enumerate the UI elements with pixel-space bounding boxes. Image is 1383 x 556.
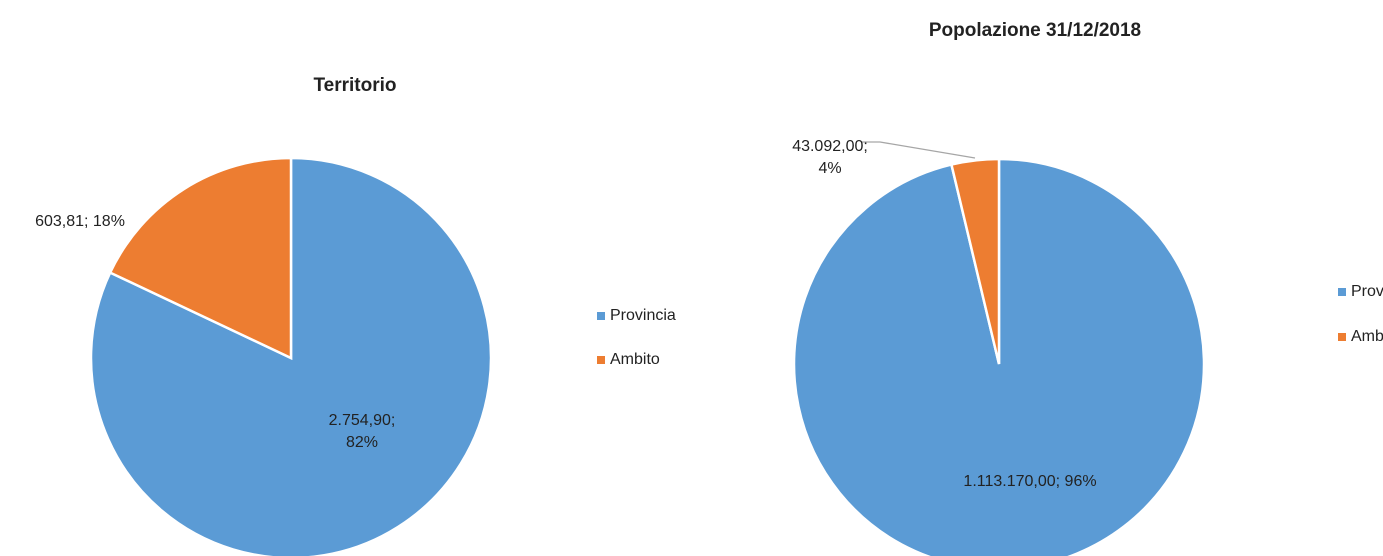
pie-slice <box>949 157 1001 365</box>
legend-swatch <box>597 356 605 364</box>
legend-label: Ambito <box>1351 328 1383 345</box>
data-label: 2.754,90; 82% <box>328 412 396 451</box>
data-label: 1.113.170,00; 96% <box>963 473 1097 490</box>
legend-label: Provincia <box>1351 283 1383 300</box>
leader-line <box>862 141 976 159</box>
legend-label: Ambito <box>610 351 660 368</box>
legend-swatch <box>1338 288 1346 296</box>
legend-swatch <box>597 312 605 320</box>
chart-title: Territorio <box>313 75 396 96</box>
legend-swatch <box>1338 333 1346 341</box>
chart-title: Popolazione 31/12/2018 <box>929 20 1141 41</box>
data-label: 603,81; 18% <box>35 213 125 230</box>
legend-label: Provincia <box>610 307 676 324</box>
data-label: 43.092,00; 4% <box>792 138 868 177</box>
pie-slice <box>108 156 293 360</box>
